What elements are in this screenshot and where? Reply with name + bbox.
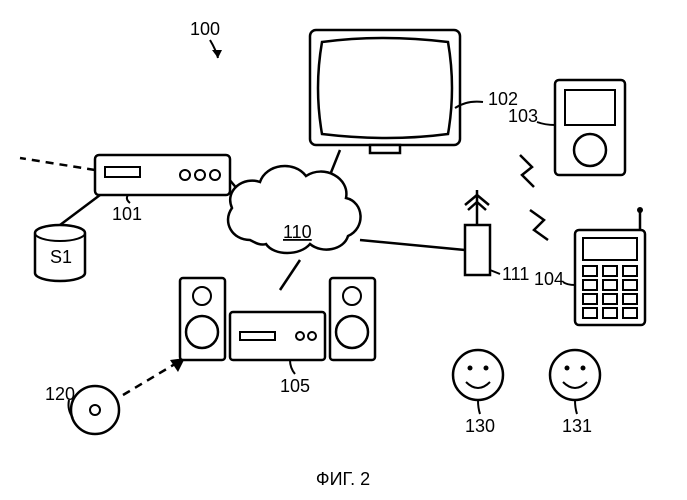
router-label: 101 [112, 204, 142, 224]
cloud-label: 110 [283, 222, 312, 242]
system-label: 100 [190, 19, 220, 39]
mp3-callout [537, 122, 555, 125]
face1-node [453, 350, 503, 400]
db-node: S1 [35, 225, 85, 281]
disc-label: 120 [45, 384, 75, 404]
edge-ap-cloud [360, 240, 465, 250]
edge-disc-stereo [123, 358, 185, 395]
disc-node [71, 386, 119, 434]
edge-router-ext [20, 158, 95, 170]
face1-label: 130 [465, 416, 495, 436]
db-label: S1 [50, 247, 72, 267]
mp3-label: 103 [508, 106, 538, 126]
tv-node [310, 30, 460, 153]
ap-label: 111 [502, 264, 529, 284]
stereo-callout [290, 360, 295, 374]
stereo-label: 105 [280, 376, 310, 396]
edge-db-router [60, 195, 100, 225]
mp3-node [555, 80, 625, 175]
phone-callout [563, 282, 575, 285]
cloud-node: 110 [228, 166, 361, 253]
face2-node [550, 350, 600, 400]
ap-node [465, 190, 490, 275]
face2-label: 131 [562, 416, 592, 436]
face1-callout [478, 400, 480, 414]
ap-callout [490, 270, 500, 274]
face2-callout [575, 400, 577, 414]
phone-label: 104 [534, 269, 564, 289]
router-node [95, 155, 230, 195]
stereo-node [180, 278, 375, 360]
wireless-icon [520, 155, 548, 240]
edge-stereo-cloud [280, 260, 300, 290]
phone-node [575, 207, 645, 325]
figure-caption: ФИГ. 2 [316, 469, 370, 489]
